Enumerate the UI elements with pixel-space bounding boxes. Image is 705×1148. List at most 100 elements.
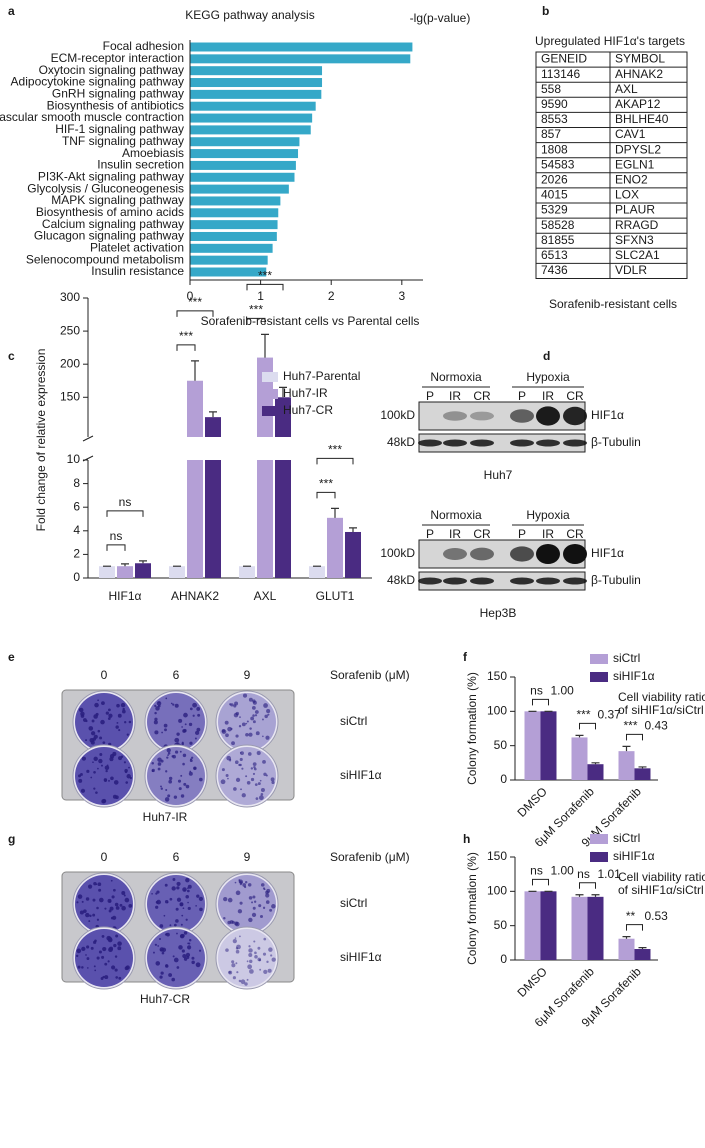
bar (524, 711, 541, 780)
colony (238, 725, 242, 728)
colony (97, 699, 99, 702)
colony (124, 966, 129, 971)
colony (185, 918, 188, 921)
significance-label: *** (258, 269, 272, 283)
table-cell: ENO2 (615, 173, 648, 187)
colony (166, 748, 171, 753)
significance-bracket (532, 878, 549, 886)
colony (254, 951, 257, 955)
colony (167, 794, 171, 798)
colony (96, 918, 100, 921)
significance-label: *** (576, 708, 590, 722)
colony (176, 886, 180, 890)
dose-axis-label: Sorafenib (μM) (330, 850, 410, 864)
colony (97, 767, 99, 770)
colony (228, 970, 233, 975)
colony (255, 731, 260, 736)
colony (94, 939, 97, 943)
bar (190, 66, 323, 76)
colony (167, 752, 171, 755)
colony (242, 883, 247, 887)
colony (156, 701, 162, 706)
colony (231, 960, 235, 964)
colony (111, 895, 115, 899)
colony (101, 799, 106, 804)
colony (195, 905, 197, 907)
colony (178, 945, 183, 950)
panel-label: c (8, 349, 15, 363)
colony (230, 727, 233, 730)
colony (166, 756, 169, 759)
x-tick-label: GLUT1 (316, 589, 355, 603)
colony (114, 902, 119, 907)
bar (190, 78, 323, 88)
significance-bracket (176, 310, 214, 317)
colony (181, 934, 185, 938)
colony (249, 959, 253, 964)
legend-label: Huh7-Parental (283, 369, 360, 383)
colony (248, 917, 253, 923)
bar (190, 160, 296, 170)
row-label: siHIF1α (340, 768, 382, 782)
protein-label: HIF1α (591, 408, 624, 422)
colony (159, 924, 164, 928)
colony (247, 883, 252, 887)
colony (116, 721, 119, 724)
colony (192, 702, 197, 708)
significance-bracket (532, 698, 549, 706)
blot-band (563, 544, 587, 564)
table-cell: AKAP12 (615, 97, 661, 111)
bar (190, 184, 289, 194)
colony (191, 756, 194, 759)
colony (123, 761, 127, 764)
colony (188, 722, 193, 727)
lane-label: CR (566, 389, 584, 403)
colony (90, 946, 94, 950)
colony (102, 946, 107, 952)
colony (231, 741, 235, 746)
colony (248, 953, 253, 958)
bar (634, 768, 651, 780)
axis-break (82, 435, 94, 442)
colony (99, 753, 103, 757)
colony (108, 947, 113, 953)
colony (252, 700, 257, 705)
blot-band (510, 409, 534, 423)
colony (108, 900, 112, 903)
colony (88, 726, 94, 731)
colony (96, 956, 100, 960)
bar (190, 196, 281, 206)
bar (190, 101, 316, 111)
bar (618, 938, 635, 960)
colony (245, 732, 249, 737)
colony (104, 907, 107, 910)
colony (186, 956, 190, 960)
colony (266, 709, 271, 714)
colony (246, 780, 251, 785)
legend-swatch (590, 852, 608, 862)
colony (250, 716, 255, 721)
bar (587, 896, 604, 960)
colony (107, 960, 110, 963)
blot-band (563, 439, 587, 447)
colony (115, 725, 119, 729)
colony (221, 768, 225, 772)
legend-label: siHIF1α (613, 849, 655, 863)
colony (180, 794, 185, 798)
significance-label: *** (249, 303, 263, 317)
colony (248, 732, 253, 737)
colony (238, 879, 241, 882)
dose-label: 9 (244, 668, 251, 682)
legend-label: Huh7-CR (283, 403, 333, 417)
colony (168, 973, 173, 977)
condition-label: Normoxia (430, 508, 482, 522)
error-bar (279, 386, 287, 398)
colony (116, 703, 120, 708)
panel-label: e (8, 650, 15, 664)
bar (135, 563, 151, 578)
bar (190, 255, 268, 265)
colony (161, 947, 167, 953)
colony (114, 955, 118, 958)
colony (187, 901, 189, 904)
colony (227, 726, 232, 732)
